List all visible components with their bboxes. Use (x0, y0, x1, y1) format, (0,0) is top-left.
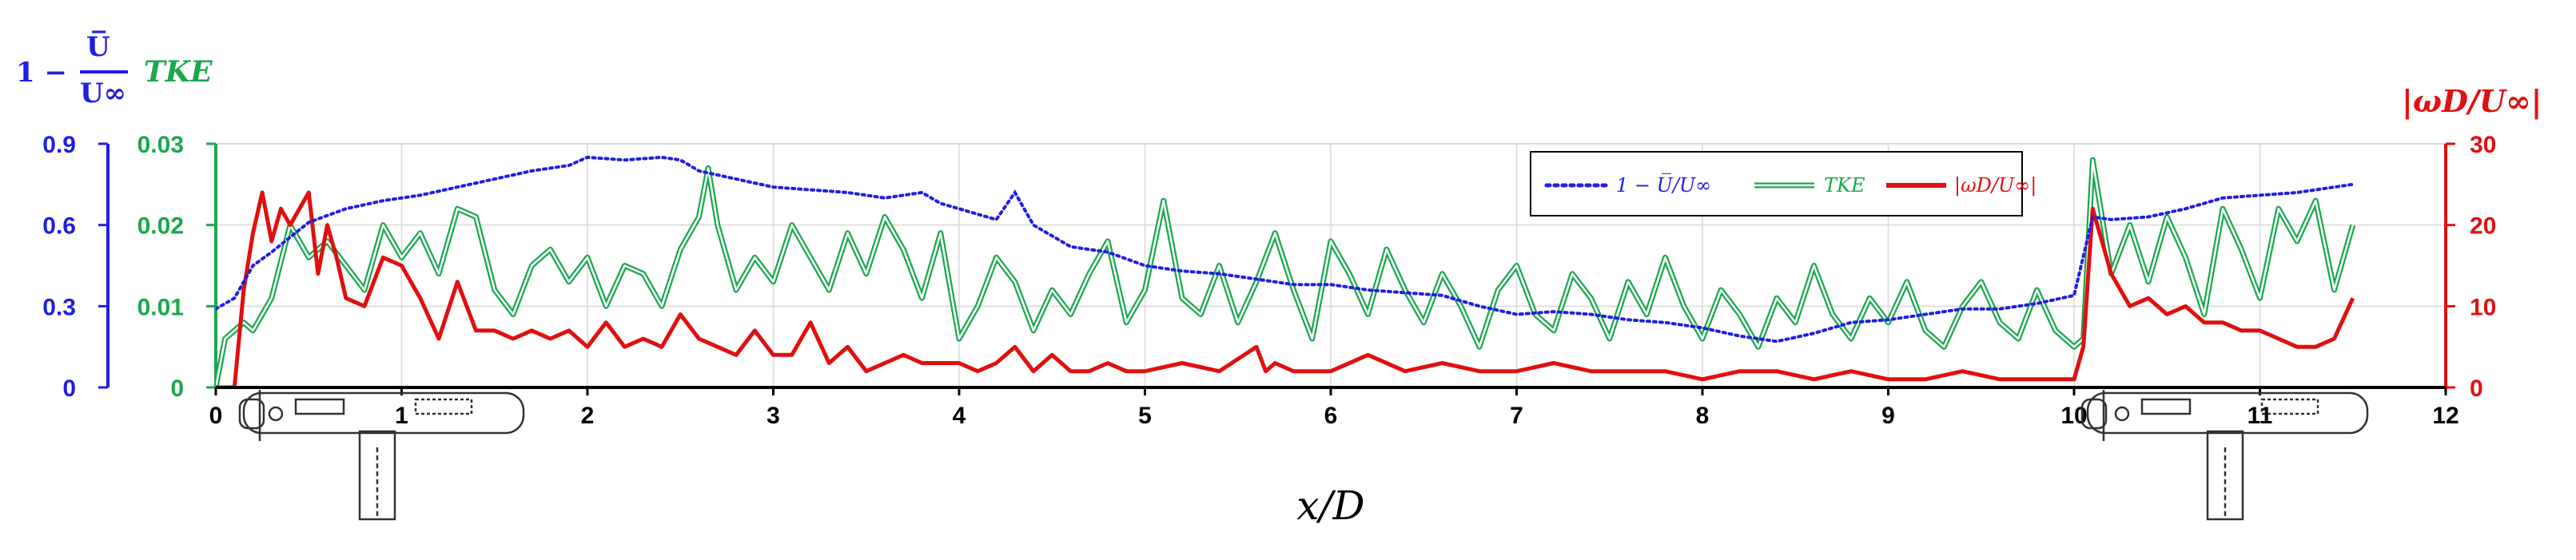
legend-entry-tke: TKE (1824, 174, 1865, 197)
right-ticks-label: 20 (2470, 213, 2496, 240)
turbine-schematic-left (238, 390, 525, 521)
right-ticks-label: 10 (2470, 294, 2496, 320)
grid-lines (215, 143, 2447, 388)
nacelle-body-right (2086, 391, 2369, 435)
x-axis-label: x/D (1296, 483, 1364, 529)
x-ticks: 0 1 2 3 4 5 6 7 8 9 10 11 12 (209, 387, 2459, 429)
right-axis-label: |ωD/U∞| (2402, 83, 2542, 119)
x-tick-label: 9 (1881, 403, 1895, 429)
right-ticks-label: 30 (2470, 132, 2496, 158)
series-tke-line-inner (216, 159, 2355, 387)
left-outer-ticks-label: 0.9 (42, 132, 76, 158)
right-ticks: 0 10 20 30 (2446, 132, 2496, 402)
x-tick-label: 4 (953, 403, 966, 429)
schematic-part-right-1 (2140, 398, 2192, 415)
left-inner-axis-label: TKE (144, 55, 213, 89)
left-inner-ticks-label: 0.01 (137, 294, 184, 320)
x-tick-label: 3 (766, 403, 780, 429)
turbine-schematic-right (2080, 390, 2369, 521)
series-velocity-deficit-line (216, 155, 2355, 344)
schematic-part-right-2 (2260, 398, 2319, 415)
schematic-part-left-2 (414, 398, 473, 415)
legend-entry-velocity-deficit: 1 − U̅/U∞ (1616, 174, 1711, 197)
right-ticks-label: 0 (2470, 375, 2483, 402)
hub-right (2080, 398, 2108, 430)
left-outer-ticks-label: 0.3 (42, 294, 76, 320)
bearing-right (2114, 406, 2130, 422)
x-tick-label: 11 (2248, 403, 2273, 429)
x-tick-label: 1 (395, 403, 408, 429)
left-inner-ticks-label: 0.02 (137, 213, 184, 240)
hub-left (238, 398, 265, 430)
x-tick-label: 6 (1324, 403, 1338, 429)
left-outer-ticks-label: 0.6 (42, 213, 76, 240)
legend-entry-vorticity: |ωD/U∞| (1954, 174, 2037, 197)
nacelle-body-left (242, 391, 525, 435)
left-outer-axis-label-prefix: 1 − (16, 57, 67, 89)
legend: 1 − U̅/U∞ TKE |ωD/U∞| (1530, 151, 2037, 216)
series-vorticity-line (216, 190, 2355, 387)
x-tick-label: 8 (1696, 403, 1710, 429)
tower-left (358, 430, 396, 521)
left-outer-ticks-label: 0 (62, 375, 76, 402)
left-inner-ticks-label: 0 (170, 375, 184, 402)
left-outer-ticks: 0 0.3 0.6 0.9 (42, 132, 108, 402)
left-outer-axis-label-numerator: U̅ (86, 30, 110, 63)
x-tick-label: 5 (1138, 403, 1152, 429)
x-tick-label: 12 (2432, 403, 2459, 429)
x-tick-label: 2 (581, 403, 595, 429)
x-tick-label: 7 (1510, 403, 1523, 429)
schematic-part-left-1 (294, 398, 345, 415)
left-inner-ticks: 0 0.01 0.02 0.03 (137, 132, 216, 402)
bearing-left (268, 406, 284, 422)
x-tick-label: 0 (209, 403, 223, 429)
left-inner-ticks-label: 0.03 (137, 132, 184, 158)
tower-right (2206, 430, 2244, 521)
left-outer-axis-label-denominator: U∞ (80, 77, 126, 109)
